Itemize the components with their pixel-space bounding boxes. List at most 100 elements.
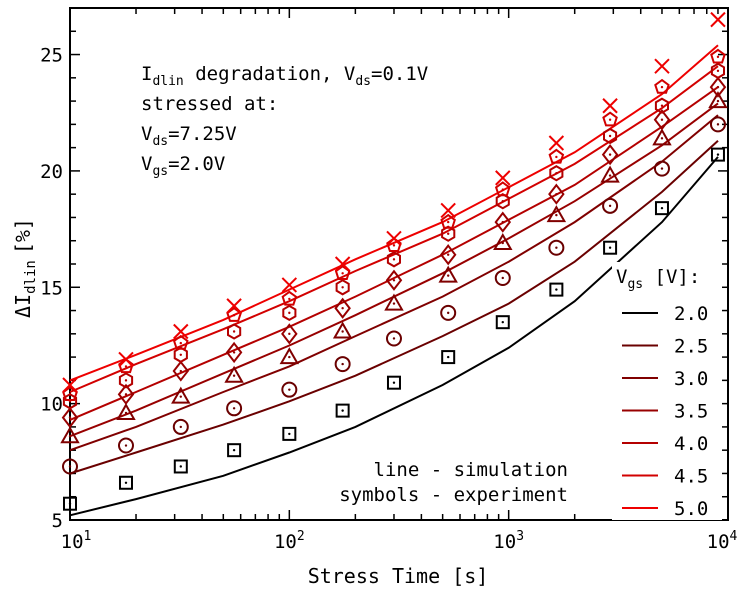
data-point <box>602 111 618 127</box>
triangle-marker <box>493 233 513 251</box>
marker-dot <box>446 355 450 359</box>
triangle-marker <box>438 265 458 283</box>
pentagon-marker <box>172 334 189 350</box>
hexagon-marker <box>495 193 510 210</box>
series-line-2.5 <box>69 139 719 475</box>
legend: Vgs [V]: 2.0 2.5 3.0 3.5 4.0 4.5 5.0 <box>612 262 722 520</box>
x-marker-stroke <box>334 256 351 272</box>
data-point <box>384 293 404 311</box>
diamond-marker <box>172 360 190 382</box>
data-point <box>494 269 511 286</box>
marker-dot <box>341 362 344 366</box>
x-marker-stroke <box>281 277 298 293</box>
data-point <box>438 265 458 283</box>
diamond-marker <box>281 323 298 345</box>
marker-dot <box>555 246 558 249</box>
x-marker-stroke <box>62 377 78 393</box>
diamond-marker <box>709 76 727 98</box>
data-point <box>281 381 298 398</box>
notes-background <box>312 455 576 507</box>
circle-marker <box>226 400 243 417</box>
marker-dot <box>341 409 344 412</box>
data-point <box>226 400 243 417</box>
marker-dot <box>608 118 612 121</box>
marker-dot <box>124 444 128 447</box>
x-marker-stroke <box>173 323 189 340</box>
hexagon-marker <box>282 304 297 322</box>
circle-marker <box>709 116 726 133</box>
triangle-marker <box>600 165 620 183</box>
data-point <box>172 334 189 350</box>
marker-dot <box>288 388 291 391</box>
marker-dot <box>716 55 720 59</box>
marker-dot <box>179 425 182 429</box>
marker-dot <box>716 69 720 73</box>
square-marker <box>173 459 188 474</box>
data-point <box>282 426 297 441</box>
data-point <box>118 351 134 368</box>
triangle-marker <box>224 365 244 383</box>
data-point <box>171 386 191 404</box>
data-point <box>172 360 190 382</box>
experiment-markers <box>60 11 728 511</box>
data-point <box>226 298 242 314</box>
data-point <box>602 98 618 114</box>
legend-label: 3.0 <box>674 368 708 390</box>
square-marker <box>118 475 133 490</box>
marker-dot <box>288 332 291 336</box>
marker-dot <box>446 311 450 315</box>
y-tick-label: 20 <box>40 161 63 183</box>
data-point <box>494 211 512 233</box>
data-point <box>281 290 298 306</box>
data-point <box>116 402 136 420</box>
annotation: Idlin degradation, Vds=0.1V stressed at:… <box>141 63 428 179</box>
diamond-marker <box>385 269 403 291</box>
marker-dot <box>716 85 720 89</box>
marker-dot <box>555 172 558 175</box>
data-point <box>546 205 567 223</box>
legend-entry: 4.5 <box>622 466 708 488</box>
data-point <box>118 372 134 389</box>
marker-dot <box>392 244 396 247</box>
series-line-3.0 <box>69 114 719 452</box>
marker-dot <box>179 353 182 356</box>
marker-dot <box>232 374 236 377</box>
marker-dot <box>446 253 450 256</box>
diamond-marker <box>494 211 512 233</box>
data-point <box>335 403 350 418</box>
data-point <box>710 48 726 64</box>
triangle-marker <box>279 347 300 365</box>
data-point <box>710 11 726 28</box>
data-point <box>548 183 565 205</box>
data-point <box>603 127 618 145</box>
legend-entry: 3.5 <box>622 401 708 423</box>
marker-dot <box>660 137 664 140</box>
legend-background <box>612 262 722 520</box>
data-point <box>334 356 351 373</box>
legend-label: 2.5 <box>674 336 708 358</box>
data-point <box>63 496 77 511</box>
data-point <box>549 282 564 297</box>
data-point <box>440 304 457 321</box>
legend-entry: 3.0 <box>622 368 708 390</box>
circle-marker <box>385 330 402 347</box>
square-marker <box>441 350 456 365</box>
square-marker <box>335 403 350 418</box>
square-marker <box>603 240 618 255</box>
square-marker <box>63 496 77 511</box>
marker-dot <box>288 311 291 315</box>
annotation-line-3: Vds=7.25V <box>141 123 237 149</box>
circle-marker <box>440 304 457 321</box>
pentagon-marker <box>118 358 134 374</box>
marker-dot <box>124 481 128 484</box>
note-experiment: symbols - experiment <box>339 484 568 506</box>
marker-dot <box>341 330 344 333</box>
marker-dot <box>232 351 236 354</box>
legend-entry: 5.0 <box>622 498 708 520</box>
hexagon-marker <box>173 346 188 363</box>
data-point <box>173 459 188 474</box>
pentagon-marker <box>440 213 456 229</box>
pentagon-marker <box>548 148 565 164</box>
data-point <box>652 128 672 146</box>
pentagon-marker <box>281 290 298 306</box>
